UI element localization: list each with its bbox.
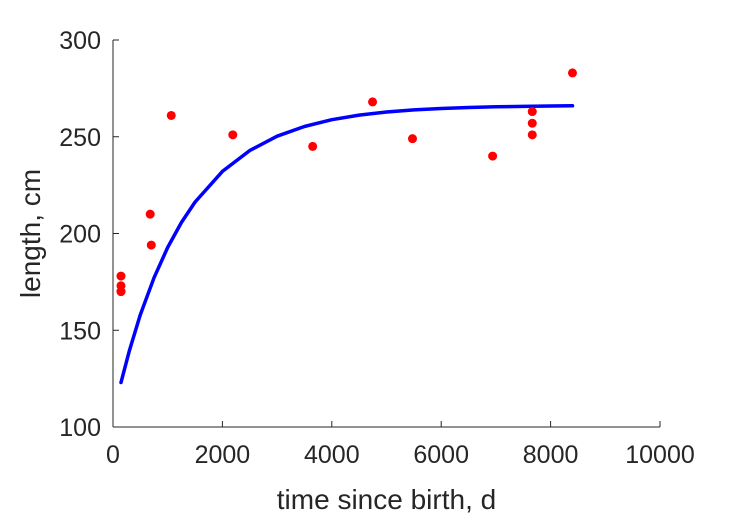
x-tick-label: 0 xyxy=(106,441,120,469)
x-tick-label: 10000 xyxy=(625,441,695,469)
y-ticks: 100 150 200 250 300 xyxy=(59,27,119,442)
data-point xyxy=(228,130,238,140)
y-tick-label: 200 xyxy=(59,221,101,249)
data-point xyxy=(308,141,318,151)
curve-layer xyxy=(119,104,575,385)
data-point xyxy=(407,134,417,144)
data-point xyxy=(527,118,537,128)
data-point xyxy=(146,240,156,250)
fitted-curve xyxy=(119,104,575,385)
x-tick-label: 6000 xyxy=(413,441,469,469)
data-point xyxy=(116,287,126,297)
axes xyxy=(112,40,660,428)
y-tick-label: 100 xyxy=(59,414,101,442)
x-tick-label: 4000 xyxy=(304,441,360,469)
data-point xyxy=(488,151,498,161)
data-point xyxy=(166,110,176,120)
y-axis-label: length, cm xyxy=(15,169,46,298)
x-tick-label: 8000 xyxy=(523,441,579,469)
data-point xyxy=(116,271,126,281)
data-point xyxy=(145,209,155,219)
y-tick-label: 250 xyxy=(59,124,101,152)
data-point xyxy=(567,68,577,78)
data-point xyxy=(527,107,537,117)
data-point xyxy=(527,130,537,140)
y-tick-label: 150 xyxy=(59,317,101,345)
data-point xyxy=(368,97,378,107)
y-tick-label: 300 xyxy=(59,27,101,55)
x-ticks: 0 2000 4000 6000 8000 10000 xyxy=(106,421,695,469)
points-layer xyxy=(116,68,577,297)
x-tick-label: 2000 xyxy=(195,441,251,469)
x-axis-label: time since birth, d xyxy=(277,484,496,515)
